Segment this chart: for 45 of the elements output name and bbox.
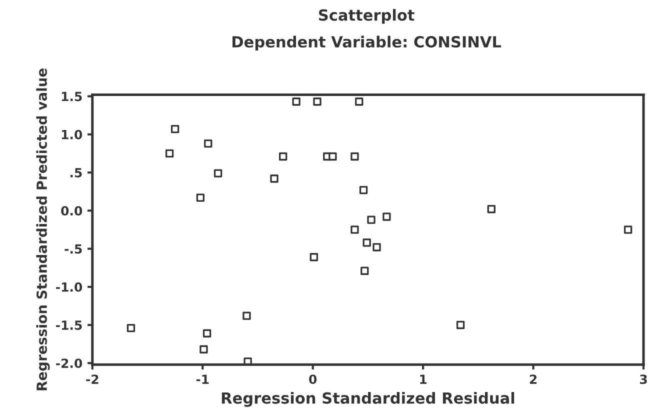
y-tick-label: 1.5: [62, 92, 82, 102]
point: [214, 169, 222, 178]
point: [196, 194, 205, 202]
point: [310, 253, 318, 262]
y-axis-title: Regression Standardized Predicted value: [36, 68, 50, 390]
point: [350, 152, 359, 161]
y-tick-label: 1.0: [62, 130, 82, 140]
point: [170, 124, 180, 134]
point: [328, 152, 337, 161]
point: [372, 243, 381, 252]
point: [456, 320, 465, 330]
point: [382, 212, 391, 221]
point: [359, 186, 368, 194]
point: [487, 205, 496, 214]
y-tick-label: -2.0: [56, 358, 82, 368]
point: [204, 139, 212, 148]
chart-title: Scatterplot: [318, 8, 414, 24]
point: [242, 312, 251, 320]
x-tick-label: 2: [530, 374, 537, 384]
point: [624, 226, 632, 234]
y-tick-label: -1.0: [56, 282, 82, 292]
x-tick-label: 1: [420, 374, 427, 384]
y-tick-label: .5: [70, 168, 82, 178]
point: [350, 226, 359, 234]
x-axis-title: Regression Standardized Residual: [222, 392, 514, 407]
point: [360, 266, 369, 275]
point: [355, 98, 364, 106]
point: [292, 98, 300, 106]
point: [362, 238, 371, 247]
x-tick-label: 0: [309, 374, 317, 384]
point: [270, 174, 278, 183]
chart-subtitle: Dependent Variable: CONSINVL: [232, 36, 502, 51]
x-tick-label: -2: [86, 374, 98, 384]
point: [165, 149, 174, 158]
point: [200, 345, 208, 354]
point: [313, 98, 322, 106]
y-tick-label: -.5: [64, 244, 82, 254]
point: [202, 329, 212, 338]
y-tick-label: 0.0: [61, 206, 82, 216]
point: [278, 152, 288, 161]
point: [367, 216, 376, 224]
y-tick-label: -1.5: [56, 320, 82, 330]
x-tick-label: 3: [640, 374, 647, 384]
x-tick-label: -1: [196, 374, 209, 384]
point: [126, 324, 136, 332]
